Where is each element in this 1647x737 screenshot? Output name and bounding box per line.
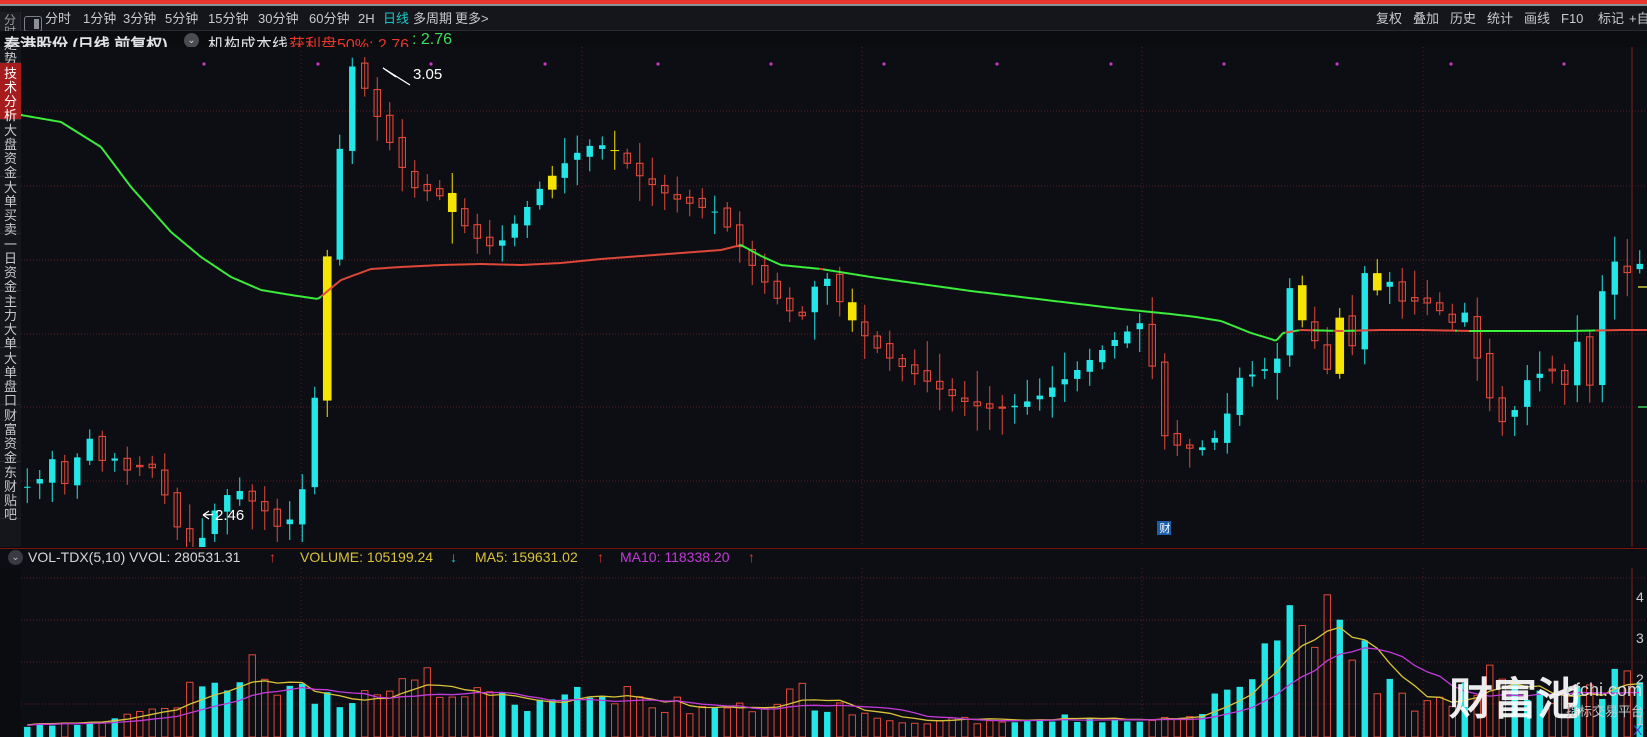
svg-text:指标交易平台: 指标交易平台 <box>1566 704 1644 719</box>
svg-text:2.46: 2.46 <box>215 507 244 524</box>
svg-text:4: 4 <box>1636 589 1644 605</box>
svg-text:财: 财 <box>1160 521 1171 535</box>
svg-text:3.05: 3.05 <box>413 66 442 83</box>
svg-text:X: X <box>1633 722 1643 737</box>
svg-text:cfchi.com: cfchi.com <box>1566 680 1642 700</box>
svg-text:3: 3 <box>1636 630 1644 646</box>
svg-text:财富池: 财富池 <box>1449 675 1581 724</box>
